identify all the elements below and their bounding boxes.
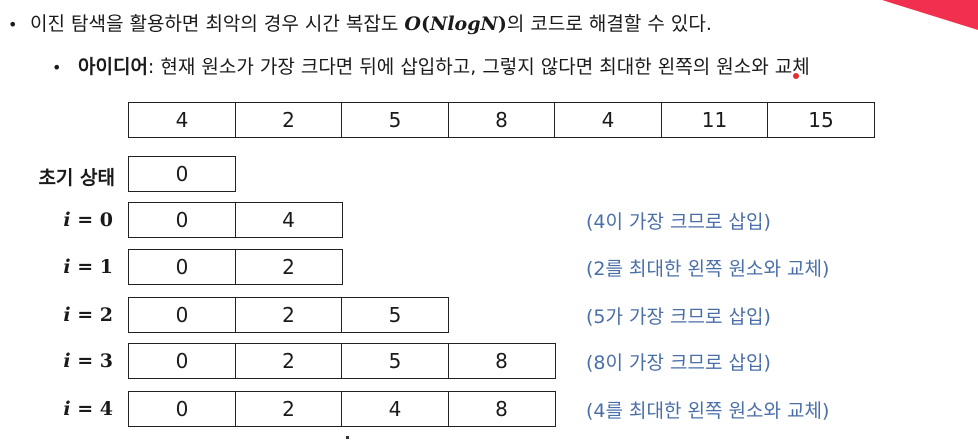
input-array-cell: 8 [447,102,556,138]
step-equals: = [70,398,100,420]
initial-state-label: 초기 상태 [38,167,115,189]
step-note: (5가 가장 크므로 삽입) [586,306,771,328]
step-equals: = [70,256,100,278]
input-array-cell: 4 [554,102,662,138]
step-label: i = 4 [0,398,113,420]
step-array-cell: 8 [447,391,556,427]
step-number: 2 [99,304,113,326]
step-number: 1 [99,256,113,278]
step-variable: i [63,209,71,231]
input-array-cell: 11 [660,102,769,138]
step-number: 3 [99,350,113,372]
step-variable: i [63,256,71,278]
step-note: (4를 최대한 왼쪽 원소와 교체) [586,400,830,422]
step-label: i = 0 [0,209,113,231]
step-equals: = [70,350,100,372]
step-array-cell: 5 [341,297,449,333]
step-label: i = 3 [0,350,113,372]
idea-text: : 현재 원소가 가장 크다면 뒤에 삽입하고, 그렇지 않다면 최대한 왼쪽의… [147,56,810,78]
step-variable: i [63,304,71,326]
step-variable: i [63,350,71,372]
step-array-cell: 2 [234,343,343,379]
idea-label: 아이디어 [78,56,148,78]
step-note: (8이 가장 크므로 삽입) [586,352,771,374]
bullet-text-before: 이진 탐색을 활용하면 최악의 경우 시간 복잡도 [30,13,405,35]
step-label: i = 1 [0,256,113,278]
formula-o: O [404,13,421,35]
step-array-cell: 0 [128,297,236,333]
complexity-formula: O(NlogN) [404,13,506,35]
input-array-cell: 5 [341,102,449,138]
step-variable: i [63,398,71,420]
laser-pointer-dot [793,73,799,79]
decorative-dot [346,436,349,439]
step-number: 4 [99,398,113,420]
bullet-complexity: • 이진 탐색을 활용하면 최악의 경우 시간 복잡도 O(NlogN)의 코드로… [8,9,712,36]
step-array-cell: 2 [234,391,343,427]
step-array-cell: 0 [128,391,236,427]
step-array-cell: 8 [447,343,556,379]
step-label: i = 2 [0,304,113,326]
initial-state-array: 0 [128,156,236,192]
step-array-cell: 0 [128,202,236,238]
step-array-cell: 4 [341,391,449,427]
step-array-cell: 0 [128,343,236,379]
step-array-cell: 2 [234,297,343,333]
bullet-idea: • 아이디어: 현재 원소가 가장 크다면 뒤에 삽입하고, 그렇지 않다면 최대… [52,52,810,79]
initial-state-cell: 0 [128,156,236,192]
bullet-text-after: 의 코드로 해결할 수 있다. [506,13,712,35]
bullet-dot: • [52,58,62,77]
step-array-cell: 0 [128,249,236,285]
step-equals: = [70,209,100,231]
corner-accent-shape [882,0,978,30]
bullet-dot: • [8,15,18,34]
step-array-cell: 4 [234,202,343,238]
formula-body: NlogN [429,13,498,35]
step-note: (2를 최대한 왼쪽 원소와 교체) [586,258,830,280]
step-equals: = [70,304,100,326]
input-array-cell: 4 [128,102,236,138]
input-array-cell: 15 [767,102,875,138]
step-number: 0 [99,209,113,231]
formula-close-paren: ) [497,13,507,35]
step-note: (4이 가장 크므로 삽입) [586,211,771,233]
step-array-cell: 5 [341,343,449,379]
input-array-cell: 2 [234,102,343,138]
formula-open-paren: ( [420,13,430,35]
input-array: 4 2 5 8 4 11 15 [128,102,875,138]
step-array-cell: 2 [234,249,343,285]
